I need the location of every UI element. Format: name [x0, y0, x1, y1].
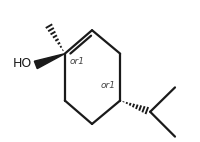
Text: HO: HO [13, 58, 32, 70]
Text: or1: or1 [100, 81, 115, 90]
Polygon shape [34, 54, 65, 69]
Text: or1: or1 [70, 57, 85, 66]
